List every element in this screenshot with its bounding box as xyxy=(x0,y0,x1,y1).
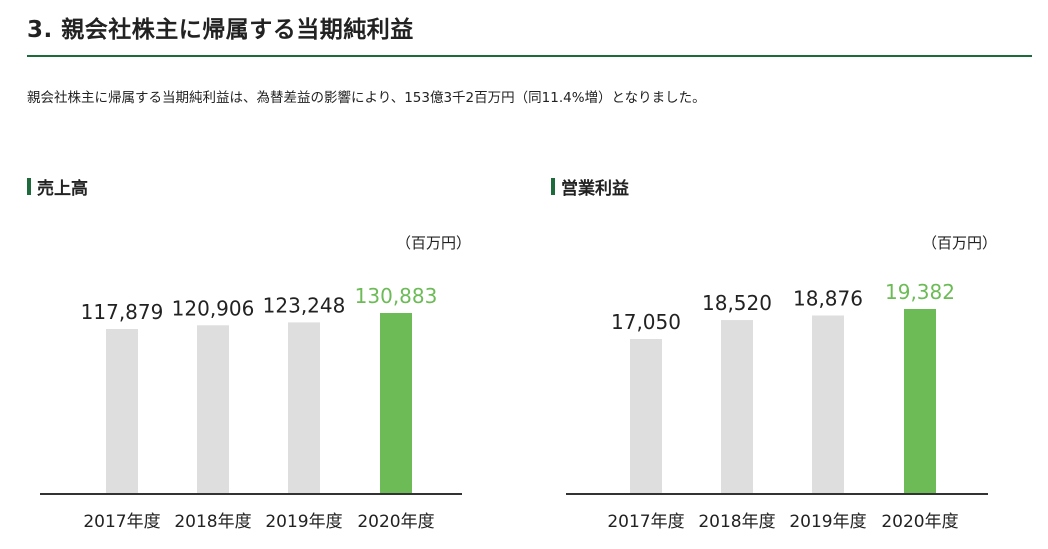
category-label: 2019年度 xyxy=(789,512,866,532)
unit-label-sales: （百万円） xyxy=(396,234,472,252)
category-label: 2020年度 xyxy=(881,512,958,532)
summary-text: 親会社株主に帰属する当期純利益は、為替差益の影響により、153億3千2百万円（同… xyxy=(27,90,706,106)
heading-marker xyxy=(27,177,31,195)
chart-heading-sales: 売上高 xyxy=(27,176,88,199)
bar-2019年度 xyxy=(812,315,844,494)
title-divider xyxy=(27,55,1032,57)
value-label: 18,520 xyxy=(702,291,772,315)
value-label: 130,883 xyxy=(355,284,438,308)
section-title: 3. 親会社株主に帰属する当期純利益 xyxy=(27,17,414,43)
category-label: 2020年度 xyxy=(357,512,434,532)
value-label: 19,382 xyxy=(885,280,955,304)
bar-2017年度 xyxy=(106,329,138,494)
bar-2020年度 xyxy=(380,313,412,494)
category-label: 2018年度 xyxy=(174,512,251,532)
category-label: 2018年度 xyxy=(698,512,775,532)
category-label: 2019年度 xyxy=(265,512,342,532)
chart-title-sales: 売上高 xyxy=(37,178,88,199)
category-label: 2017年度 xyxy=(83,512,160,532)
bar-2017年度 xyxy=(630,339,662,494)
bar-2020年度 xyxy=(904,309,936,494)
heading-marker xyxy=(551,177,555,195)
bar-2018年度 xyxy=(197,325,229,494)
value-label: 18,876 xyxy=(793,287,863,311)
unit-label-operating-profit: （百万円） xyxy=(922,234,998,252)
chart-title-operating-profit: 営業利益 xyxy=(561,178,629,199)
value-label: 17,050 xyxy=(611,310,681,334)
chart-heading-operating-profit: 営業利益 xyxy=(551,176,629,199)
value-label: 120,906 xyxy=(172,296,255,320)
category-label: 2017年度 xyxy=(607,512,684,532)
value-label: 123,248 xyxy=(263,293,346,317)
value-label: 117,879 xyxy=(81,300,164,324)
bar-2018年度 xyxy=(721,320,753,494)
bar-2019年度 xyxy=(288,322,320,494)
